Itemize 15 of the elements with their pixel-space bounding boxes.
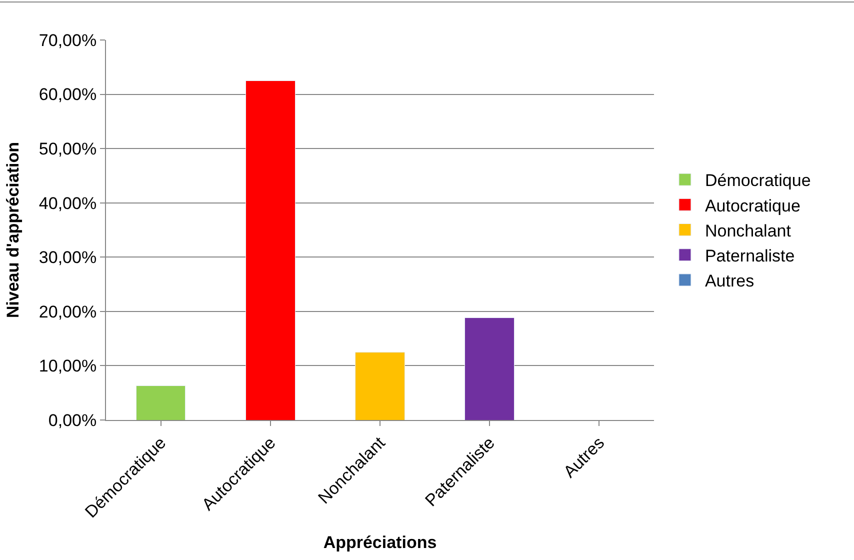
legend-label: Paternaliste [704, 246, 795, 266]
y-tick-label: 20,00% [38, 302, 97, 322]
y-tick-label: 60,00% [38, 85, 97, 104]
y-tick-label: 30,00% [38, 248, 97, 268]
x-axis-title: Appréciations [323, 532, 437, 552]
legend-label: Nonchalant [704, 221, 792, 240]
y-axis-title: Niveau d'appréciation [3, 142, 22, 318]
y-tick-label: 50,00% [38, 140, 97, 159]
legend-label: Autocratique [704, 196, 800, 216]
y-tick-label: 10,00% [38, 356, 97, 376]
legend-label: Autres [704, 272, 754, 291]
y-tick-label: 70,00% [38, 30, 97, 50]
y-tick-label: 0,00% [48, 410, 97, 430]
y-tick-label: 40,00% [38, 194, 97, 213]
legend-label: Démocratique [704, 171, 811, 190]
